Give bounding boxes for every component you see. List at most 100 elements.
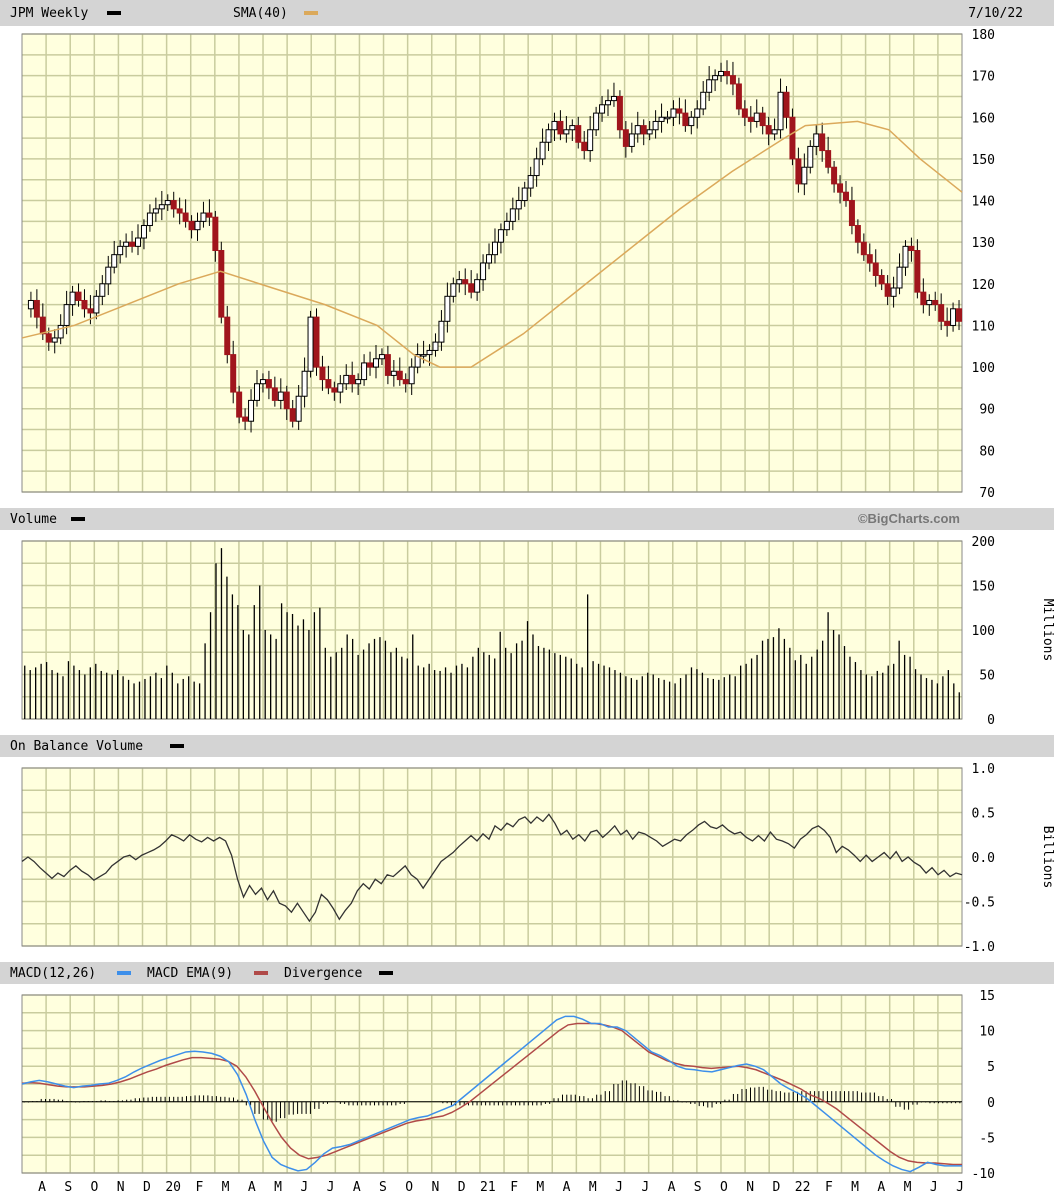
price-candle-down (616, 95, 623, 131)
x-axis-label: D (458, 1180, 466, 1195)
price-candle-up (343, 374, 350, 385)
price-candle-down (914, 250, 921, 293)
price-y-tick: 80 (979, 444, 995, 459)
price-candle-up (521, 187, 528, 202)
macd-y-tick: -10 (972, 1167, 995, 1182)
price-panel: 70 80 90 100 110 120 130 140 150 160 170 180 (21, 28, 995, 501)
price-candle-down (640, 125, 647, 135)
price-candle-up (890, 287, 897, 297)
price-candle-up (533, 158, 540, 177)
macd-line (21, 1015, 962, 1173)
price-candle-down (908, 245, 915, 252)
price-candle-down (825, 150, 832, 168)
price-candle-down (271, 387, 278, 401)
price-candle-down (402, 379, 409, 385)
x-axis-label: A (877, 1180, 885, 1195)
x-axis-label: D (143, 1180, 151, 1195)
price-candle-down (860, 241, 867, 256)
price-candle-down (866, 254, 873, 264)
price-candle-down (39, 316, 46, 335)
price-candle-up (111, 254, 118, 268)
price-candle-up (438, 320, 445, 343)
obv-unit-label: Billions (1040, 826, 1054, 889)
price-candle-up (712, 75, 719, 81)
price-candle-up (646, 129, 653, 135)
macd-y-tick: -5 (979, 1131, 995, 1146)
price-candle-up (700, 91, 707, 110)
x-axis-label: N (432, 1180, 440, 1195)
price-candle-up (610, 95, 617, 102)
price-candle-down (854, 225, 861, 243)
price-candle-up (432, 341, 439, 351)
macd-ema-legend-swatch (254, 971, 268, 975)
x-axis-label: F (510, 1180, 518, 1195)
volume-title: Volume (10, 512, 57, 527)
x-axis-label: A (38, 1180, 46, 1195)
price-candle-down (396, 370, 403, 381)
price-candle-down (242, 416, 249, 422)
price-candle-down (81, 299, 88, 310)
price-candle-down (676, 108, 683, 114)
price-candle-up (378, 354, 385, 360)
price-candle-up (57, 324, 64, 339)
macd-legend-swatch (117, 971, 131, 975)
price-candle-down (45, 333, 52, 343)
x-axis-label: A (563, 1180, 571, 1195)
volume-y-tick: 0 (987, 713, 995, 728)
x-axis-label: J (956, 1180, 964, 1195)
obv-title: On Balance Volume (10, 739, 143, 754)
price-candle-up (426, 349, 433, 356)
price-candle-up (527, 175, 534, 189)
x-axis-label: S (694, 1180, 702, 1195)
price-candle-up (509, 208, 516, 222)
x-axis-label: F (825, 1180, 833, 1195)
price-y-tick: 130 (972, 236, 995, 251)
price-candle-down (622, 129, 629, 147)
symbol-legend-swatch (107, 11, 121, 15)
price-candle-down (87, 308, 94, 314)
price-candle-down (872, 262, 879, 276)
price-candle-up (51, 337, 58, 343)
price-candle-up (390, 370, 397, 376)
price-y-tick: 180 (972, 28, 995, 43)
price-candle-up (372, 358, 379, 368)
x-axis-label: M (222, 1180, 230, 1195)
price-candle-up (152, 208, 159, 214)
price-candle-up (105, 266, 112, 285)
price-candle-up (164, 200, 171, 206)
price-candle-up (480, 262, 487, 281)
price-candle-up (777, 91, 784, 131)
price-candle-up (93, 295, 100, 314)
price-candle-up (99, 283, 106, 297)
price-candle-up (158, 204, 165, 210)
price-candle-up (593, 112, 600, 131)
price-y-tick: 150 (972, 153, 995, 168)
price-candle-down (468, 283, 475, 293)
price-candle-down (236, 391, 243, 418)
price-candle-down (384, 354, 391, 376)
price-candle-up (27, 299, 34, 310)
price-candle-down (313, 316, 320, 368)
obv-plot-border (21, 767, 963, 947)
price-candle-up (545, 129, 552, 143)
x-axis-label: M (904, 1180, 912, 1195)
price-candle-down (759, 112, 766, 127)
price-candle-up (414, 354, 421, 368)
price-candle-up (801, 166, 808, 185)
price-y-tick: 120 (972, 278, 995, 293)
price-candle-down (218, 250, 225, 318)
price-candle-up (355, 379, 362, 385)
price-candle-down (842, 191, 849, 202)
x-axis-label: A (353, 1180, 361, 1195)
x-axis-label: N (117, 1180, 125, 1195)
price-y-tick: 170 (972, 70, 995, 85)
price-candle-down (33, 299, 40, 318)
price-candle-up (248, 399, 255, 422)
watermark: ©BigCharts.com (858, 511, 960, 526)
volume-y-tick: 50 (979, 669, 995, 684)
macd-panel: -10 -5 0 5 10 15 (21, 989, 995, 1182)
sma-label: SMA(40) (233, 6, 288, 21)
volume-unit-label: Millions (1040, 599, 1054, 662)
x-axis-label: S (64, 1180, 72, 1195)
